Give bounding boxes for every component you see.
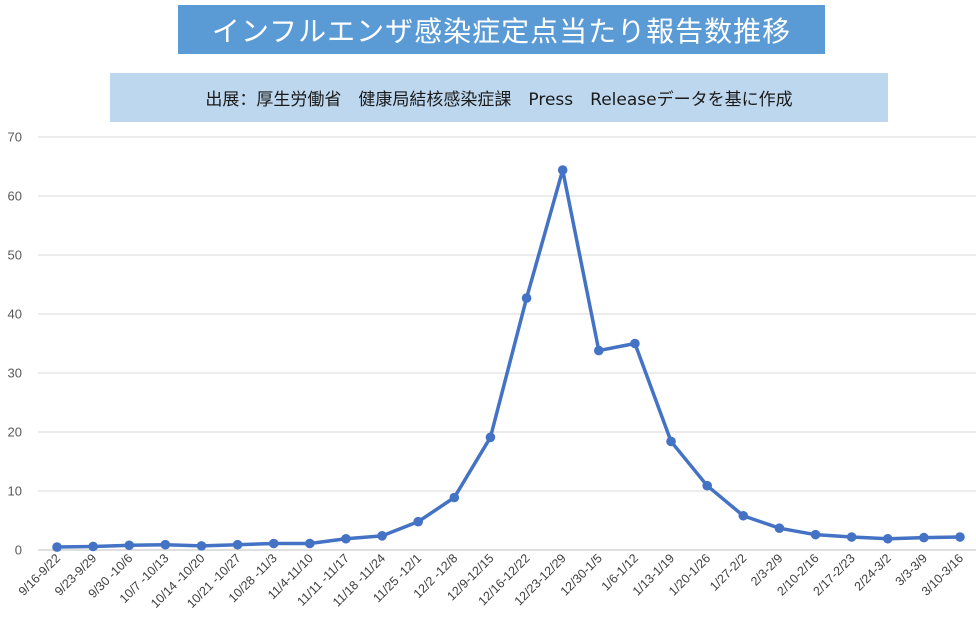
- data-point: [88, 541, 98, 552]
- y-tick-label: 40: [8, 307, 22, 322]
- chart-subtitle: 出展：厚生労働省 健康局結核感染症課 Press Releaseデータを基に作成: [110, 73, 888, 122]
- chart-title: インフルエンザ感染症定点当たり報告数推移: [178, 5, 825, 54]
- x-axis-ticks: 9/16-9/229/23-9/299/30 -10/610/7 -10/131…: [16, 551, 966, 611]
- data-point: [232, 539, 243, 550]
- data-point: [810, 529, 821, 540]
- data-point: [377, 531, 387, 541]
- y-tick-label: 30: [8, 366, 22, 381]
- x-tick-label: 2/24-3/2: [852, 551, 894, 593]
- data-point: [268, 538, 279, 549]
- data-point: [521, 293, 532, 303]
- data-point: [449, 492, 460, 503]
- data-point: [630, 338, 640, 349]
- grid-lines: [38, 136, 976, 551]
- data-point: [413, 516, 424, 527]
- data-point: [846, 532, 857, 542]
- x-tick-label: 1/27-2/2: [707, 551, 749, 593]
- y-tick-label: 60: [8, 189, 22, 204]
- series-layer: [52, 165, 965, 552]
- y-tick-label: 0: [15, 543, 22, 558]
- data-point: [955, 532, 965, 542]
- data-point: [594, 345, 604, 356]
- y-tick-label: 70: [8, 130, 22, 145]
- y-axis-ticks: 0 10 20 30 40 50 60 70: [8, 130, 22, 558]
- data-point: [557, 165, 568, 175]
- data-point: [882, 533, 893, 544]
- data-point: [485, 432, 496, 443]
- data-point: [196, 541, 207, 551]
- data-point: [738, 510, 749, 521]
- data-point: [124, 540, 135, 551]
- y-tick-label: 10: [8, 484, 22, 499]
- data-point: [305, 538, 315, 549]
- data-point: [52, 542, 62, 552]
- y-tick-label: 50: [8, 248, 22, 263]
- data-point: [160, 539, 171, 550]
- data-point: [341, 533, 351, 544]
- data-point: [919, 532, 929, 543]
- series-line: [55, 168, 962, 549]
- data-point: [666, 436, 676, 447]
- data-point: [774, 523, 785, 533]
- y-tick-label: 20: [8, 425, 22, 440]
- data-point: [702, 480, 712, 491]
